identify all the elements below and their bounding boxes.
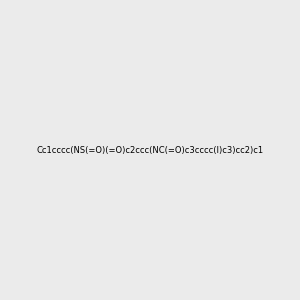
Text: Cc1cccc(NS(=O)(=O)c2ccc(NC(=O)c3cccc(I)c3)cc2)c1: Cc1cccc(NS(=O)(=O)c2ccc(NC(=O)c3cccc(I)c… [36, 146, 264, 154]
